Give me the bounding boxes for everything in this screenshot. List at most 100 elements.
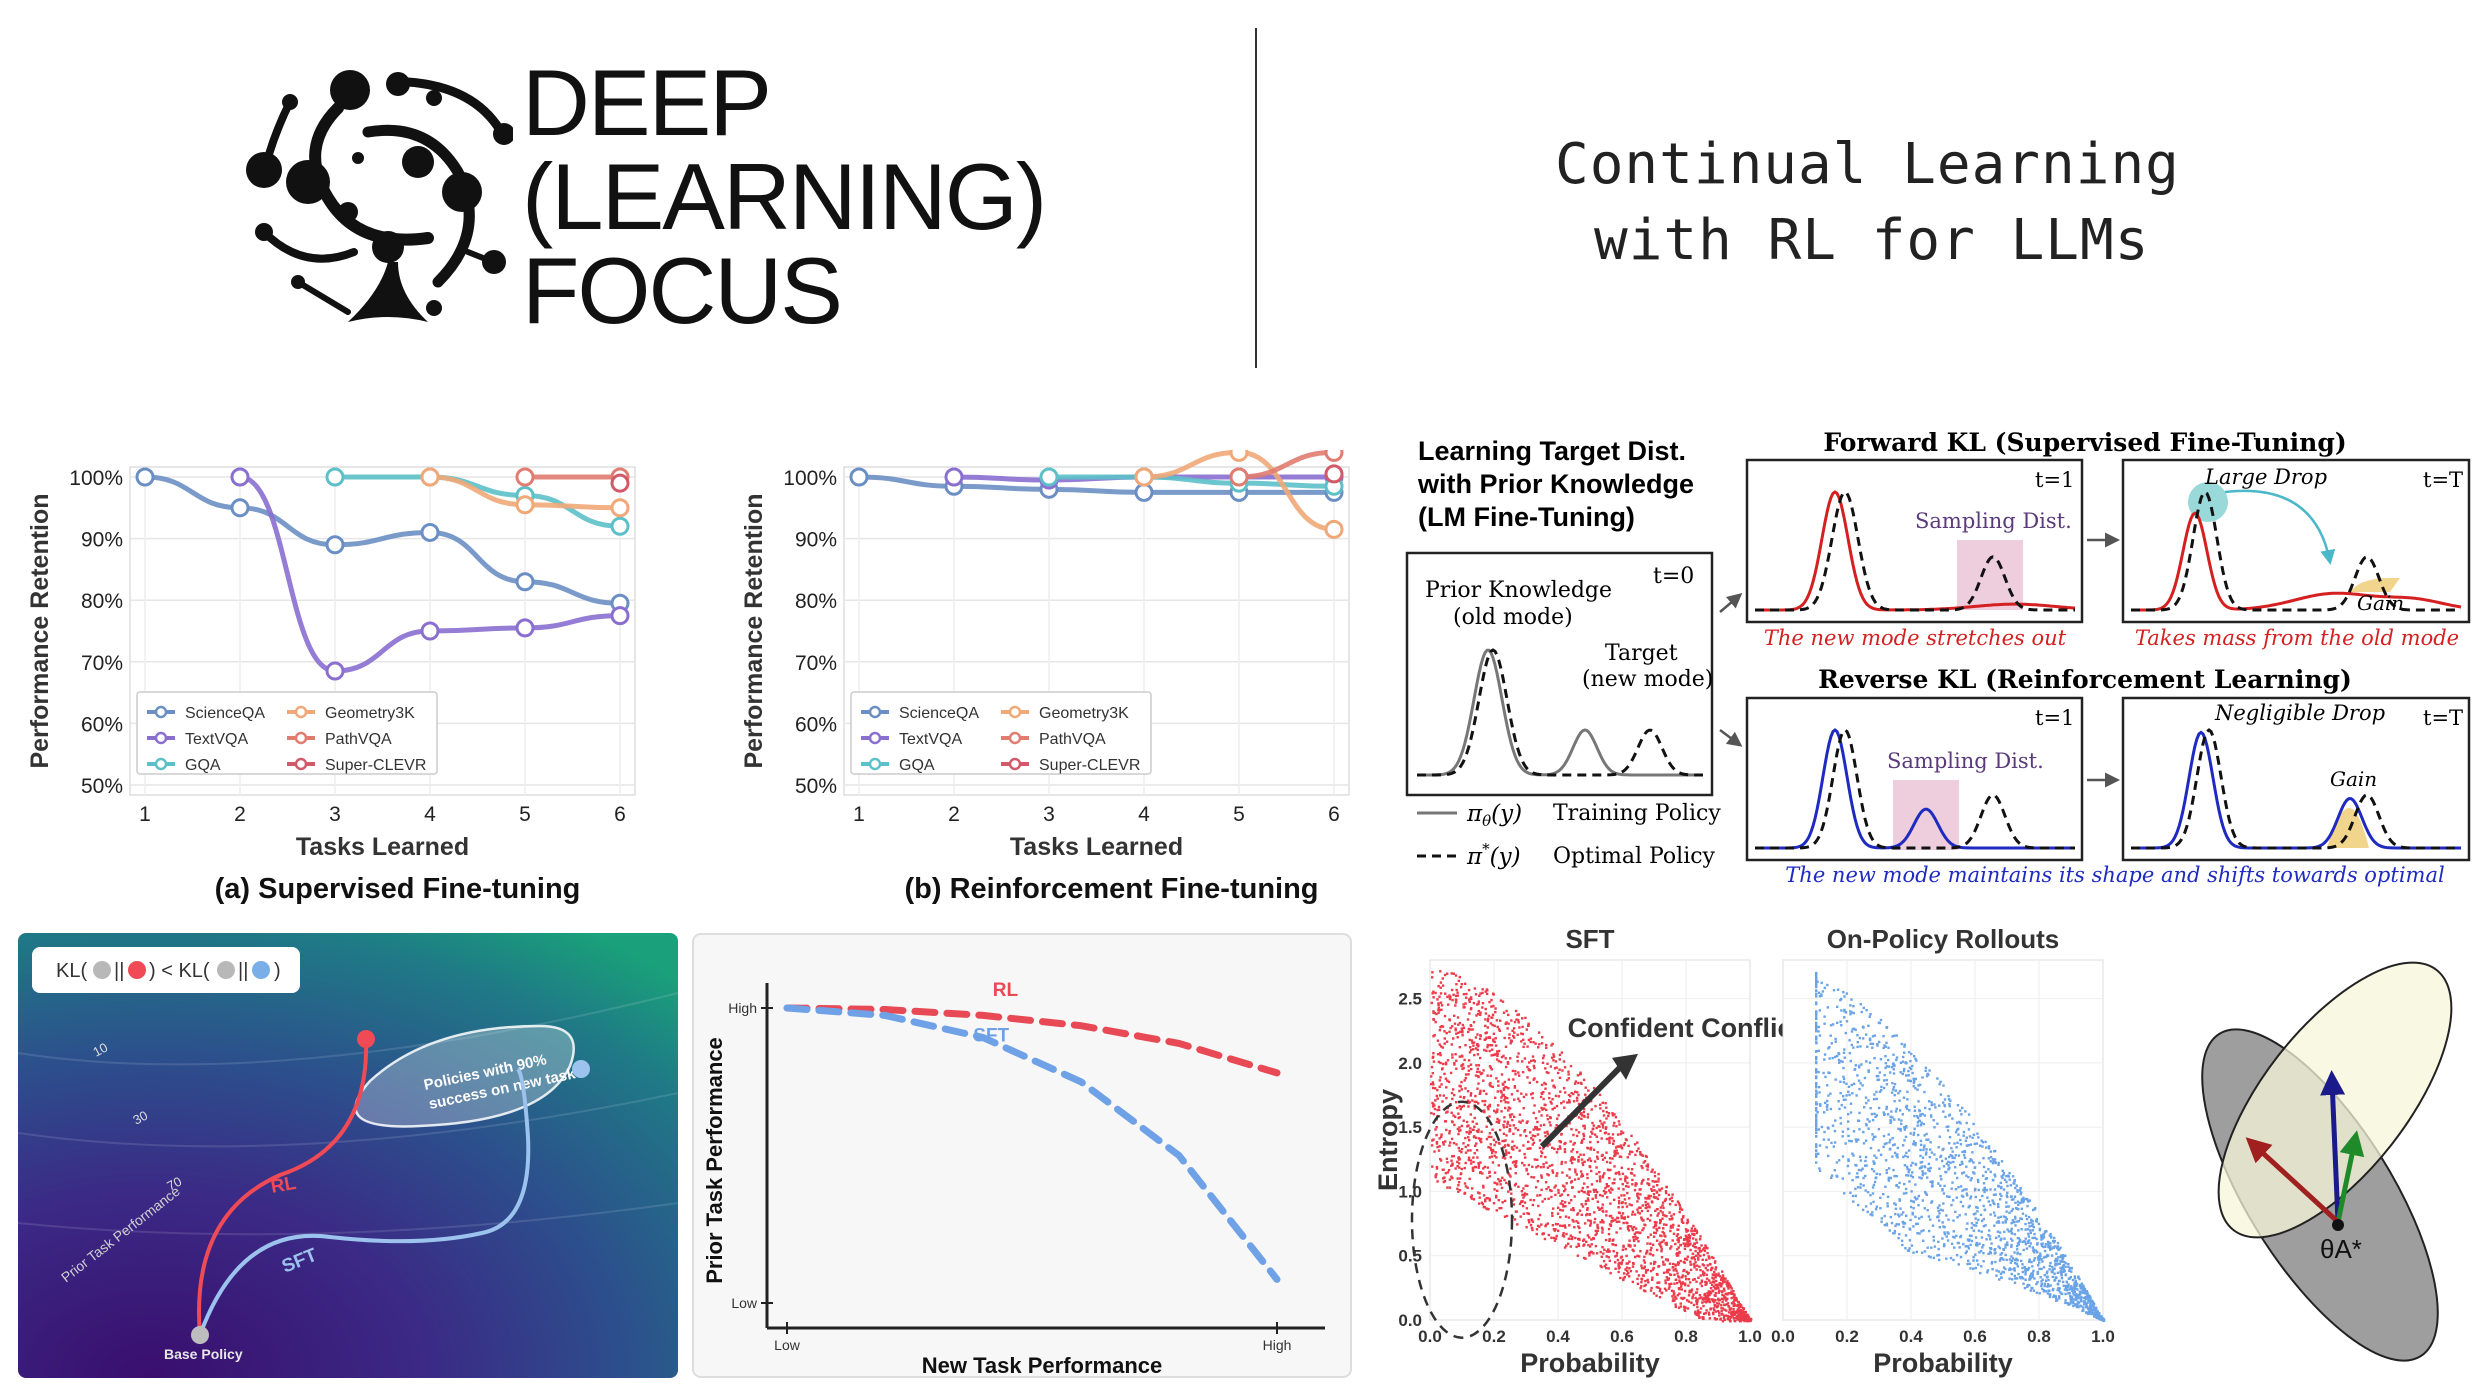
y-tick-label: 60% <box>795 713 837 736</box>
x-tick-label: 5 <box>519 803 531 826</box>
legend-marker <box>294 705 308 719</box>
kl-old-mode-label: (old mode) <box>1453 605 1573 630</box>
legend-box <box>850 691 1152 775</box>
sampling-dist-label-rev: Sampling Dist. <box>1887 749 2044 773</box>
kl-text-d: || <box>238 960 248 982</box>
series-line-pathvqa <box>1238 450 1335 480</box>
chart-title: (b) Reinforcement Fine-tuning <box>904 873 1318 905</box>
legend-label: ScienceQA <box>185 705 265 722</box>
theta-label: θA* <box>2320 1234 2362 1264</box>
rl-retention-chart: 100% 90% 80% 70% 60% 50% 1 2 3 4 5 6 Tasks Learned Pe… <box>740 450 1350 905</box>
rl-endpoint <box>357 1030 375 1048</box>
x-tick-label: 3 <box>1043 803 1055 826</box>
legend-marker <box>1008 757 1022 771</box>
legend-label: Geometry3K <box>1039 705 1129 722</box>
y-tick-label: 0.5 <box>1398 1247 1422 1266</box>
x-tick-label: 2 <box>948 803 960 826</box>
tradeoff-curve-sft <box>783 1004 1281 1283</box>
x-tick-label: 1 <box>139 803 151 826</box>
data-point-geometry3k <box>1134 467 1154 487</box>
y-tick-label: 50% <box>795 775 837 798</box>
sampling-dist-highlight-rev <box>1893 780 1959 850</box>
tradeoff-background <box>692 933 1352 1378</box>
reverse-t1-training-curve <box>1755 728 2075 850</box>
target-policies-region <box>354 1024 575 1128</box>
brand-line-3: FOCUS <box>522 238 843 343</box>
x-tick-label: High <box>1263 1337 1292 1353</box>
title-line-1: Continual Learning <box>1555 132 2180 197</box>
x-tick-label: 2 <box>234 803 246 826</box>
legend-marker <box>154 757 168 771</box>
fwd-t1-label: t=1 <box>2035 468 2074 492</box>
x-tick-label: 0.2 <box>1835 1327 1859 1346</box>
x-tick-label: Low <box>774 1337 801 1353</box>
x-tick-label: 1.0 <box>2091 1327 2115 1346</box>
contour-label-30: 30 <box>130 1108 150 1128</box>
y-tick-label: 1.0 <box>1398 1182 1422 1201</box>
legend-pi-star: π*(y) <box>1466 840 1521 870</box>
y-tick-label: 100% <box>69 467 123 490</box>
legend-label: Super-CLEVR <box>325 757 426 774</box>
y-tick-label: 70% <box>795 652 837 675</box>
brand-line-1: DEEP <box>522 50 772 155</box>
data-point-textvqa <box>420 621 440 641</box>
legend-marker <box>868 705 882 719</box>
kl-text-e: ) <box>274 960 281 982</box>
kl-new-mode-label: (new mode) <box>1582 667 1713 692</box>
green-update-arrow <box>2335 1130 2365 1223</box>
y-tick-label: 2.0 <box>1398 1054 1422 1073</box>
series-line-gqa <box>334 474 621 529</box>
kl-box-t0 <box>1405 551 1714 797</box>
x-tick-label: 0.6 <box>1610 1327 1634 1346</box>
y-tick-label: Low <box>731 1295 758 1311</box>
forward-tT-training-curve <box>2131 511 2462 612</box>
legend-label: GQA <box>185 757 221 774</box>
kl-box-fwd-t1 <box>1745 458 2084 624</box>
legend-marker <box>294 731 308 745</box>
rev-t1-label: t=1 <box>2035 706 2074 730</box>
forward-caption-2: Takes mass from the old mode <box>2135 626 2459 650</box>
mass-transfer-arrow <box>2224 489 2336 565</box>
x-tick-label: 0.4 <box>1546 1327 1570 1346</box>
legend-marker <box>154 731 168 745</box>
y-tick-label: High <box>728 1000 757 1016</box>
data-point-textvqa <box>515 618 535 638</box>
blue-update-arrow <box>2320 1070 2346 1223</box>
legend-label: PathVQA <box>325 731 392 748</box>
x-tick-label: 6 <box>614 803 626 826</box>
contour-label-70: 70 <box>164 1174 184 1194</box>
y-tick-label: 90% <box>81 529 123 552</box>
rl-policy-dot-icon <box>128 961 146 979</box>
gain-highlight-fwd <box>2350 578 2400 592</box>
reverse-caption: The new mode maintains its shape and shi… <box>1785 863 2444 887</box>
reverse-kl-title: Reverse KL (Reinforcement Learning) <box>1818 665 2352 694</box>
large-drop-label: Large Drop <box>2204 465 2327 489</box>
reverse-tT-optimal-curve <box>2131 728 2461 850</box>
y-tick-label: 1.5 <box>1398 1118 1422 1137</box>
gain-label-fwd: Gain <box>2357 591 2404 615</box>
x-tick-label: 1 <box>853 803 865 826</box>
sampling-dist-highlight-fwd <box>1957 540 2023 610</box>
x-axis-label: Probability <box>1520 1348 1660 1378</box>
conflict-annotation: Confident Conflicts <box>1568 1013 1817 1043</box>
sft-trajectory <box>198 1067 531 1336</box>
gain-label-rev: Gain <box>2330 767 2377 791</box>
training-policy-curve <box>1417 648 1703 777</box>
rl-trajectory <box>197 1036 369 1336</box>
x-tick-label: 0.4 <box>1899 1327 1923 1346</box>
legend-marker <box>868 757 882 771</box>
x-axis-label: Probability <box>1873 1348 2013 1378</box>
base-policy-point <box>191 1326 209 1344</box>
x-tick-label: 5 <box>1233 803 1245 826</box>
y-axis-label: Entropy <box>1375 1089 1403 1191</box>
legend-marker <box>294 757 308 771</box>
header-divider <box>1255 28 1257 368</box>
arrow-to-reverse <box>1719 729 1743 747</box>
entropy-scatter-chart: SFT Probability 0.0 0.2 0.4 0.6 0.8 1.0 0.0 0.5 1.… <box>1375 924 2115 1378</box>
kl-box-fwd-tT <box>2121 458 2471 624</box>
legend-marker <box>1008 731 1022 745</box>
gain-highlight-rev <box>2327 808 2369 848</box>
x-tick-label: 0.0 <box>1418 1327 1442 1346</box>
data-point-geometry3k <box>515 495 535 515</box>
arrow-to-forward <box>1719 593 1743 613</box>
